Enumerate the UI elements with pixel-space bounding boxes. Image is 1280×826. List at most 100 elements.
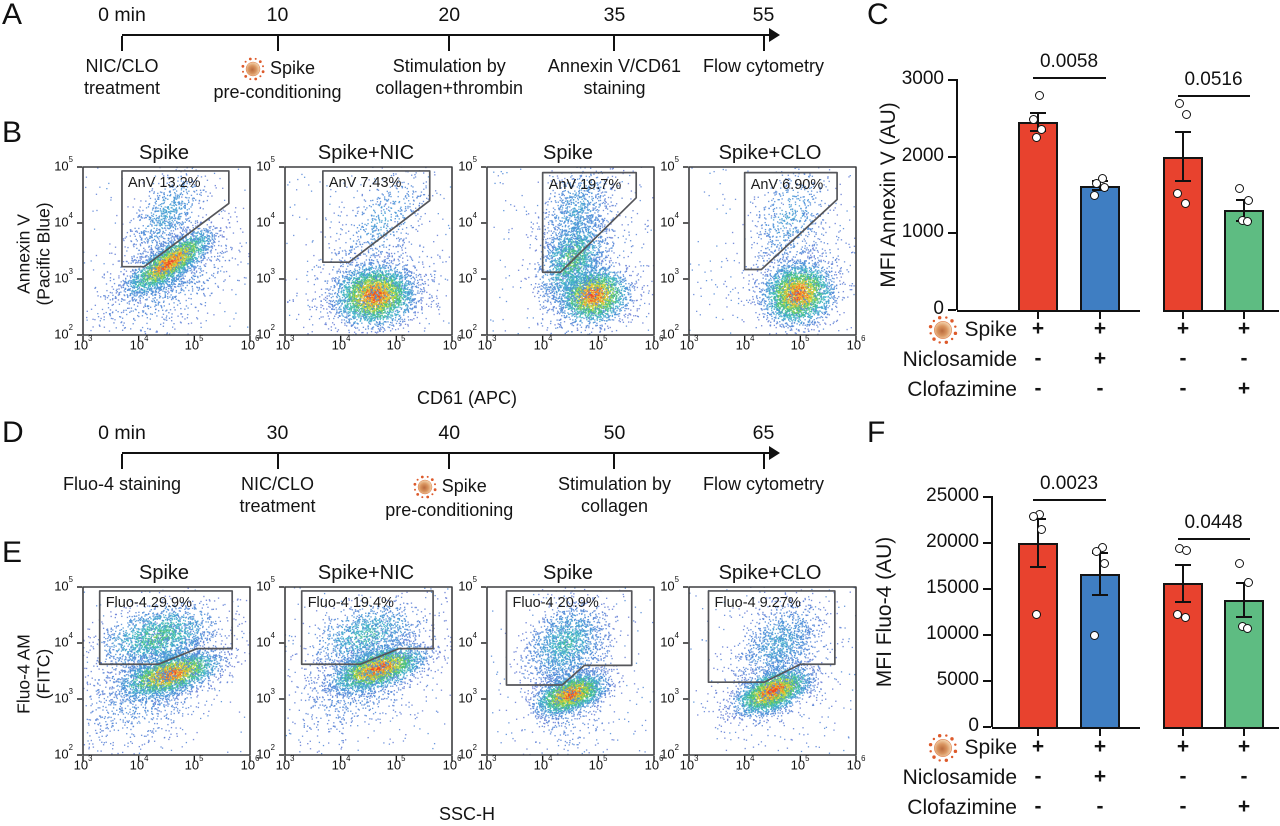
flow-density-canvas — [278, 166, 454, 348]
condition-label-text: Spike — [964, 736, 1017, 759]
timeline-tick-mark — [121, 454, 123, 469]
x-tick-label: 103 — [73, 753, 93, 773]
timeline-time-label: 10 — [266, 4, 289, 26]
condition-row: Niclosamide - + - - — [865, 346, 1280, 374]
panel-d-timeline-fluo4: D 0 min 30 40 50 65 Fluo-4 staining NIC/CLO tre… — [0, 418, 880, 538]
flow-plot: Spike+NIC Fluo-4 19.4% 102 103 104 105 103 104 1… — [256, 562, 461, 772]
bar-category-tick — [1243, 729, 1245, 736]
x-tick-label: 106 — [846, 753, 866, 773]
bar-2 — [1163, 583, 1203, 727]
timeline-event: Flow cytometry — [649, 56, 879, 78]
x-tick-label: 106 — [442, 753, 462, 773]
panel-a-letter: A — [2, 0, 23, 31]
x-tick-label: 105 — [184, 753, 204, 773]
y-tick-label: 102 — [256, 322, 275, 342]
y-tick-mark — [948, 155, 956, 158]
condition-sign: - — [1179, 795, 1187, 818]
y-tick-label: 0 — [968, 715, 979, 736]
timeline-arrowhead-icon — [769, 446, 780, 460]
timeline-event-line: Stimulation by — [557, 474, 671, 494]
x-tick-label: 104 — [331, 333, 351, 353]
timeline-event-line: Spike — [163, 56, 393, 82]
timeline-event: NIC/CLO treatment — [7, 56, 237, 100]
p-value-label: 0.0448 — [1184, 512, 1243, 533]
condition-sign: + — [1093, 317, 1107, 340]
bar-category-tick — [1243, 312, 1245, 319]
condition-label-text: Clofazimine — [907, 796, 1017, 819]
flow-plot: Spike Fluo-4 20.9% 102 103 104 105 103 104 105 10… — [458, 562, 663, 772]
condition-sign: - — [1096, 377, 1104, 400]
condition-sign: + — [1237, 795, 1251, 818]
virus-icon — [929, 733, 958, 763]
x-tick-label: 103 — [73, 333, 93, 353]
x-tick-label: 105 — [790, 753, 810, 773]
flow-plot-frame: AnV 13.2% 102 103 104 105 103 104 105 106 — [54, 155, 259, 353]
x-tick-label: 105 — [588, 753, 608, 773]
x-tick-label: 106 — [644, 753, 664, 773]
flow-density-canvas — [76, 586, 252, 768]
timeline-event: Spike pre-conditioning — [163, 56, 393, 104]
flow-plot: Spike AnV 13.2% 102 103 104 105 103 104 105 106 — [54, 142, 259, 353]
condition-row-label: Spike — [865, 315, 1017, 345]
y-tick-mark — [983, 542, 991, 544]
y-tick-label: 104 — [54, 630, 73, 650]
y-tick-label: 105 — [54, 154, 73, 174]
y-tick-label: 102 — [660, 322, 679, 342]
flow-plot-frame: AnV 7.43% 102 103 104 105 103 104 105 106 — [256, 155, 461, 353]
condition-row: Spike + + + + — [865, 315, 1280, 345]
x-tick-label: 106 — [644, 333, 664, 353]
condition-sign: + — [1093, 765, 1107, 788]
x-tick-label: 104 — [129, 333, 149, 353]
timeline-tick-mark — [613, 454, 616, 469]
timeline-time-label: 0 min — [98, 422, 146, 444]
y-tick-label: 103 — [54, 686, 73, 706]
flow-plot: Spike+NIC AnV 7.43% 102 103 104 105 103 104 105 1… — [256, 142, 461, 353]
flow-plot-title: Spike — [542, 142, 594, 164]
flow-plot-title: Spike+NIC — [317, 142, 415, 164]
condition-label-text: Niclosamide — [902, 348, 1017, 371]
flow-plots-row-b: Spike AnV 13.2% 102 103 104 105 103 104 105 106 Sp… — [54, 142, 865, 353]
x-tick-label: 104 — [533, 333, 553, 353]
timeline-event: Spike pre-conditioning — [334, 474, 564, 522]
timeline-arrowhead-icon — [769, 28, 780, 42]
condition-sign: + — [1237, 377, 1251, 400]
b-x-axis-label: CD61 (APC) — [416, 388, 518, 408]
x-baseline — [957, 310, 1140, 312]
condition-sign: + — [1176, 317, 1190, 340]
flow-plot-title: Spike+CLO — [718, 142, 822, 164]
gate-label: AnV 7.43% — [328, 174, 402, 191]
y-tick-mark — [983, 588, 991, 590]
x-baseline — [992, 727, 1140, 729]
timeline-event: Stimulation by collagen — [499, 474, 729, 518]
condition-row: Niclosamide - + - - — [865, 764, 1280, 792]
x-tick-label: 106 — [240, 753, 260, 773]
y-tick-label: 103 — [458, 266, 477, 286]
error-bar — [1182, 565, 1184, 602]
error-cap-bottom — [1175, 600, 1191, 603]
y-tick-label: 5000 — [936, 669, 979, 690]
y-tick-label: 104 — [458, 210, 477, 230]
condition-sign: - — [1034, 347, 1042, 370]
timeline-time-label: 40 — [438, 422, 461, 444]
e-y-axis-label-line1: Fluo-4 AM — [13, 634, 34, 714]
gate-label: Fluo-4 19.4% — [307, 594, 394, 611]
timeline-event: Flow cytometry — [649, 474, 879, 496]
y-tick-label: 102 — [54, 742, 73, 762]
x-baseline — [1163, 727, 1279, 729]
timeline-event: Fluo-4 staining — [7, 474, 237, 496]
condition-sign: + — [1031, 317, 1045, 340]
flow-plots-row-e: Spike Fluo-4 29.9% 102 103 104 105 103 104 105 10… — [54, 562, 865, 772]
flow-plot: Spike+CLO Fluo-4 9.27% 102 103 104 105 103 104 1… — [660, 562, 865, 772]
bar-chart-c-container: 0 1000 2000 3000 0.0058 0.0516 Spike + + + + Niclos… — [865, 0, 1280, 412]
error-cap-bottom — [1175, 180, 1191, 183]
timeline-tick-mark — [762, 454, 765, 469]
condition-sign: - — [1179, 765, 1187, 788]
condition-sign: + — [1237, 317, 1251, 340]
gate-label: AnV 6.90% — [750, 176, 824, 193]
y-tick-mark — [948, 309, 956, 311]
x-tick-label: 103 — [477, 333, 497, 353]
timeline-event-line: Annexin V/CD61 — [547, 56, 681, 76]
condition-sign: - — [1240, 347, 1248, 370]
timeline-d-container: 0 min 30 40 50 65 Fluo-4 staining NIC/CLO treat… — [0, 418, 880, 538]
error-bar — [1037, 112, 1039, 132]
